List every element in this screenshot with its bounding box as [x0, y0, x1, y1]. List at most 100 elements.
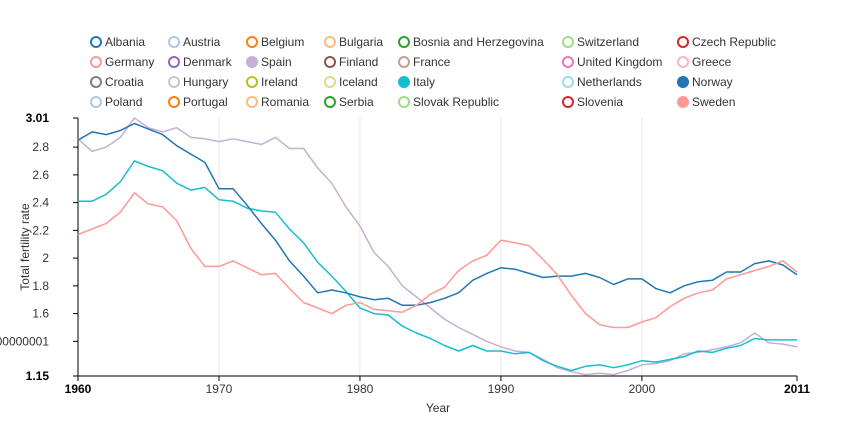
- legend-swatch-icon: [246, 96, 258, 108]
- legend-item-united-kingdom[interactable]: United Kingdom: [562, 54, 662, 70]
- legend-label: Norway: [692, 75, 733, 89]
- legend-label: Netherlands: [577, 75, 642, 89]
- legend-item-greece[interactable]: Greece: [677, 54, 731, 70]
- y-tick-label: 3.01: [26, 111, 50, 125]
- legend-item-bulgaria[interactable]: Bulgaria: [324, 34, 383, 50]
- axes: 3.01 2.8 2.6 2.4 2.2 2 1.8 1.6 00000001 1.15 1960 1…: [0, 111, 810, 396]
- legend-item-ireland[interactable]: Ireland: [246, 74, 298, 90]
- legend-swatch-icon: [562, 96, 574, 108]
- x-tick-label: 2011: [784, 382, 810, 396]
- legend-label: Bulgaria: [339, 35, 384, 49]
- legend-label: United Kingdom: [577, 55, 663, 69]
- series-line-sweden[interactable]: [77, 192, 798, 329]
- legend-item-hungary[interactable]: Hungary: [168, 74, 228, 90]
- legend-item-netherlands[interactable]: Netherlands: [562, 74, 642, 90]
- series-lines: [77, 117, 798, 376]
- legend-swatch-icon: [398, 76, 410, 88]
- y-tick-label: 2.8: [32, 140, 49, 154]
- legend-swatch-icon: [398, 96, 410, 108]
- legend-item-finland[interactable]: Finland: [324, 54, 378, 70]
- legend-swatch-icon: [324, 96, 336, 108]
- legend-swatch-icon: [246, 56, 258, 68]
- legend-label: Albania: [105, 35, 146, 49]
- legend-item-slovenia[interactable]: Slovenia: [562, 94, 623, 110]
- legend-item-bosnia-and-herzegovina[interactable]: Bosnia and Herzegovina: [398, 34, 544, 50]
- legend-item-italy[interactable]: Italy: [398, 74, 435, 90]
- legend-label: Romania: [261, 95, 310, 109]
- legend-label: Finland: [339, 55, 379, 69]
- legend-swatch-icon: [324, 36, 336, 48]
- legend-swatch-icon: [90, 56, 102, 68]
- legend-swatch-icon: [562, 56, 574, 68]
- y-axis-title: Total fertility rate: [18, 203, 32, 291]
- y-tick-label: 00000001: [0, 334, 49, 348]
- legend-swatch-icon: [677, 56, 689, 68]
- legend-label: Spain: [261, 55, 292, 69]
- legend-swatch-icon: [168, 96, 180, 108]
- legend-item-slovak-republic[interactable]: Slovak Republic: [398, 94, 499, 110]
- legend-label: Iceland: [339, 75, 378, 89]
- x-tick-label: 2000: [629, 382, 656, 396]
- chart-legend: Albania Austria Belgium Bulgaria Bosnia and …: [0, 0, 841, 112]
- legend-item-france[interactable]: France: [398, 54, 450, 70]
- y-tick-label: 2.6: [32, 168, 49, 182]
- legend-label: Sweden: [692, 95, 736, 109]
- legend-item-austria[interactable]: Austria: [168, 34, 220, 50]
- x-tick-label: 1960: [65, 382, 92, 396]
- legend-item-portugal[interactable]: Portugal: [168, 94, 228, 110]
- x-tick-label: 1990: [488, 382, 515, 396]
- legend-item-poland[interactable]: Poland: [90, 94, 142, 110]
- legend-swatch-icon: [677, 36, 689, 48]
- legend-label: Greece: [692, 55, 732, 69]
- legend-swatch-icon: [90, 96, 102, 108]
- legend-item-czech-republic[interactable]: Czech Republic: [677, 34, 776, 50]
- y-tick-label: 1.15: [26, 369, 50, 383]
- legend-swatch-icon: [90, 76, 102, 88]
- y-tick-label: 2.4: [32, 196, 49, 210]
- legend-item-albania[interactable]: Albania: [90, 34, 145, 50]
- legend-label: Switzerland: [577, 35, 640, 49]
- legend-swatch-icon: [677, 76, 689, 88]
- legend-swatch-icon: [246, 76, 258, 88]
- legend-swatch-icon: [246, 36, 258, 48]
- legend-item-spain[interactable]: Spain: [246, 54, 292, 70]
- legend-item-croatia[interactable]: Croatia: [90, 74, 144, 90]
- legend-item-denmark[interactable]: Denmark: [168, 54, 232, 70]
- legend-item-romania[interactable]: Romania: [246, 94, 309, 110]
- legend-swatch-icon: [677, 96, 689, 108]
- series-line-norway[interactable]: [77, 122, 798, 307]
- legend-swatch-icon: [398, 56, 410, 68]
- y-tick-label: 2: [42, 251, 49, 265]
- legend-swatch-icon: [562, 76, 574, 88]
- legend-label: Poland: [105, 95, 143, 109]
- legend-swatch-icon: [324, 56, 336, 68]
- y-tick-label: 2.2: [32, 223, 49, 237]
- legend-item-belgium[interactable]: Belgium: [246, 34, 304, 50]
- legend-item-iceland[interactable]: Iceland: [324, 74, 378, 90]
- legend-item-serbia[interactable]: Serbia: [324, 94, 374, 110]
- legend-swatch-icon: [398, 36, 410, 48]
- legend-label: Serbia: [339, 95, 374, 109]
- legend-swatch-icon: [90, 36, 102, 48]
- legend-label: Ireland: [261, 75, 298, 89]
- y-tick-label: 1.8: [32, 279, 49, 293]
- legend-swatch-icon: [562, 36, 574, 48]
- legend-label: Czech Republic: [692, 35, 777, 49]
- legend-item-germany[interactable]: Germany: [90, 54, 154, 70]
- legend-swatch-icon: [168, 76, 180, 88]
- legend-label: Germany: [105, 55, 155, 69]
- legend-label: Denmark: [183, 55, 232, 69]
- legend-label: Hungary: [183, 75, 229, 89]
- x-axis-title: Year: [426, 401, 450, 415]
- legend-label: Croatia: [105, 75, 144, 89]
- legend-item-sweden[interactable]: Sweden: [677, 94, 735, 110]
- legend-item-norway[interactable]: Norway: [677, 74, 733, 90]
- x-tick-label: 1980: [347, 382, 374, 396]
- legend-label: Italy: [413, 75, 436, 89]
- series-line-italy[interactable]: [78, 160, 797, 372]
- legend-swatch-icon: [168, 36, 180, 48]
- series-line-spain[interactable]: [77, 117, 798, 376]
- legend-item-switzerland[interactable]: Switzerland: [562, 34, 639, 50]
- legend-label: Bosnia and Herzegovina: [413, 35, 544, 49]
